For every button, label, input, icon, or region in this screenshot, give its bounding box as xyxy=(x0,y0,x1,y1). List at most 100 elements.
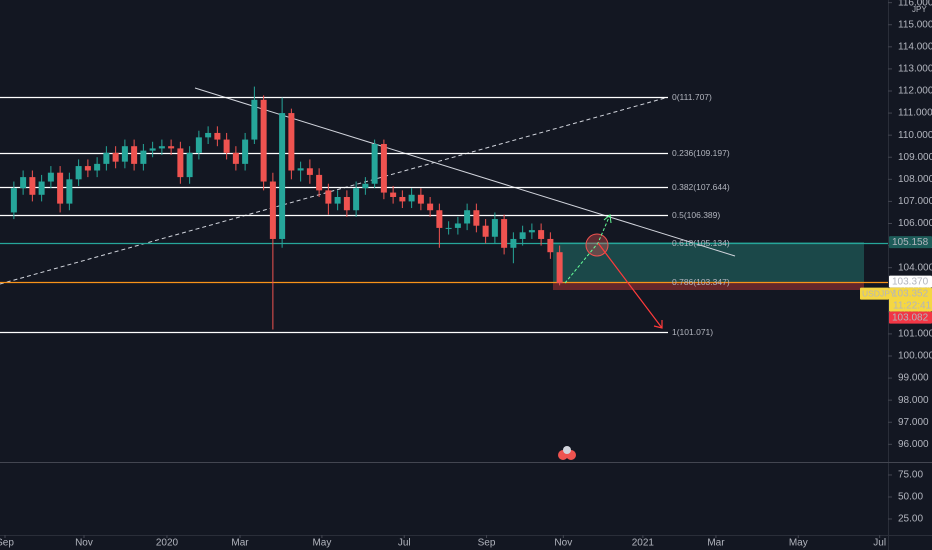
symbol-tag xyxy=(860,287,889,300)
candle-body xyxy=(390,192,397,197)
y-tick-label: 101.000 xyxy=(898,329,932,340)
candle-body xyxy=(149,148,156,151)
y-tick-label: 111.000 xyxy=(898,108,932,119)
event-icon xyxy=(558,446,576,460)
arrow-head-up xyxy=(603,214,612,224)
candle-body xyxy=(482,225,489,237)
currency-label: JPY xyxy=(912,5,927,14)
candle-body xyxy=(427,203,434,211)
y-tick-label: 50.00 xyxy=(898,492,923,503)
y-tick-label: 107.000 xyxy=(898,196,932,207)
y-tick-label: 99.000 xyxy=(898,373,929,384)
fib-label: 0.618(105.134) xyxy=(672,238,730,248)
candle-body xyxy=(464,210,471,224)
candle-body xyxy=(214,132,221,140)
y-tick-label: 104.000 xyxy=(898,262,932,273)
candle-body xyxy=(158,146,165,149)
candle-body xyxy=(306,168,313,175)
candle-body xyxy=(297,168,304,171)
candle-body xyxy=(380,143,387,193)
x-tick-label: Sep xyxy=(478,538,496,549)
candle-body xyxy=(288,113,295,171)
candle-body xyxy=(29,177,36,195)
x-tick-label: Jul xyxy=(873,538,886,549)
y-tick-label: 110.000 xyxy=(898,130,932,141)
candle-body xyxy=(131,146,138,164)
candle-body xyxy=(473,210,480,226)
x-tick-label: Sep xyxy=(0,538,14,549)
candle-body xyxy=(242,139,249,164)
candle-body xyxy=(325,190,332,204)
x-tick-label: 2021 xyxy=(632,538,655,549)
candle-body xyxy=(269,181,276,239)
countdown-label: 11:22:41 xyxy=(893,301,932,312)
candle-body xyxy=(260,99,267,182)
x-tick-label: May xyxy=(312,538,331,549)
y-tick-label: 115.000 xyxy=(898,19,932,30)
candle-body xyxy=(121,146,128,162)
y-tick-label: 109.000 xyxy=(898,152,932,163)
long-position-stop xyxy=(553,282,864,290)
candle-body xyxy=(75,166,82,180)
fib-label: 1(101.071) xyxy=(672,327,713,337)
candle-body xyxy=(334,196,341,204)
candle-body xyxy=(445,227,452,229)
candle-body xyxy=(538,230,545,239)
candle-body xyxy=(47,172,54,182)
candle-body xyxy=(84,166,91,171)
drawings xyxy=(0,87,864,290)
price-tag xyxy=(889,275,932,288)
candle-body xyxy=(57,172,64,204)
candle-body xyxy=(371,143,378,184)
y-tick-label: 113.000 xyxy=(898,64,932,75)
candle-body xyxy=(454,223,461,228)
x-tick-label: May xyxy=(789,538,808,549)
dashed-trendline xyxy=(0,97,666,285)
y-tick-label: 96.000 xyxy=(898,439,929,450)
candle-body xyxy=(20,177,27,189)
overlay xyxy=(558,214,663,460)
candle-body xyxy=(510,238,517,248)
fib-label: 0(111.707) xyxy=(672,92,712,102)
fib-label: 0.382(107.644) xyxy=(672,182,730,192)
candle-body xyxy=(103,152,110,164)
candle-body xyxy=(417,194,424,204)
candle-body xyxy=(177,148,184,178)
x-tick-label: 2020 xyxy=(156,538,179,549)
price-tag-label: 103.352 xyxy=(892,289,929,300)
x-tick-label: Mar xyxy=(707,538,725,549)
long-position-target xyxy=(553,242,864,282)
y-tick-label: 98.000 xyxy=(898,395,929,406)
candle-body xyxy=(343,196,350,211)
candle-body xyxy=(556,252,563,284)
price-tag-label: 103.370 xyxy=(892,277,929,288)
candle-body xyxy=(547,238,554,253)
candle-body xyxy=(186,152,193,178)
price-tag-label: 103.082 xyxy=(892,313,929,324)
candle-body xyxy=(491,219,498,237)
y-tick-label: 100.000 xyxy=(898,351,932,362)
candle-body xyxy=(399,196,406,202)
y-tick-label: 106.000 xyxy=(898,218,932,229)
candle-body xyxy=(528,230,535,233)
candle-body xyxy=(232,152,239,164)
symbol-label: USDJPY xyxy=(862,288,896,298)
candle-body xyxy=(501,219,508,248)
candle-body xyxy=(436,210,443,228)
x-tick-label: Mar xyxy=(231,538,249,549)
candle-body xyxy=(195,137,202,153)
arrow-head-down xyxy=(653,320,663,329)
y-tick-label: 114.000 xyxy=(898,41,932,52)
price-tag-label: 105.158 xyxy=(892,237,929,248)
candle-body xyxy=(205,132,212,138)
fib-label: 0.5(106.389) xyxy=(672,210,720,220)
x-tick-label: Jul xyxy=(398,538,411,549)
y-tick-label: 97.000 xyxy=(898,417,929,428)
y-tick-label: 108.000 xyxy=(898,174,932,185)
event-dot xyxy=(563,446,571,454)
fib-label: 0.236(109.197) xyxy=(672,148,730,158)
candle-body xyxy=(279,113,286,239)
candle-body xyxy=(112,152,119,162)
candle-body xyxy=(66,179,73,204)
